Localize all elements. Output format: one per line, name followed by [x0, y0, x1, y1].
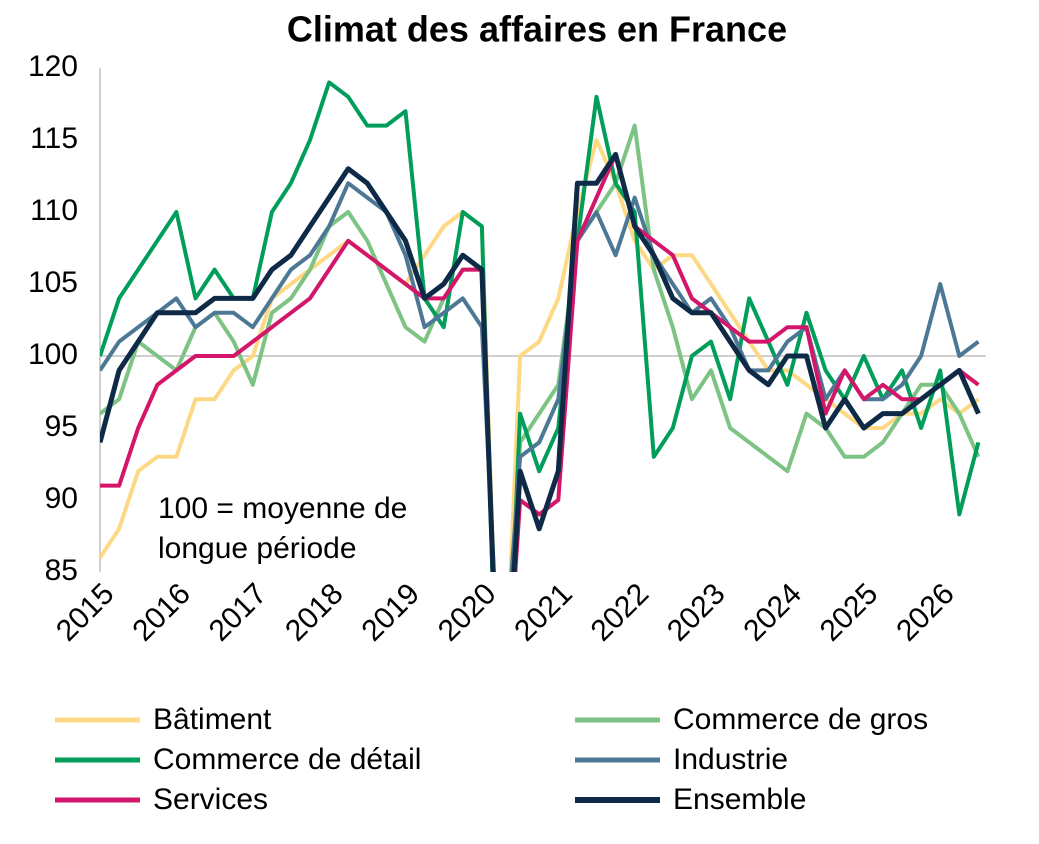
x-tick-label: 2022 — [585, 577, 656, 648]
annotation: 100 = moyenne de — [158, 492, 407, 525]
series-line — [100, 123, 981, 572]
x-tick-label: 2026 — [890, 577, 961, 648]
legend-label: Commerce de gros — [673, 703, 928, 736]
x-tick-label: 2018 — [279, 577, 350, 648]
plot-area — [100, 80, 981, 572]
legend-label: Bâtiment — [153, 703, 272, 736]
y-tick-label: 95 — [45, 410, 78, 443]
y-tick-label: 120 — [28, 50, 78, 83]
series-line — [100, 151, 981, 572]
legend-label: Industrie — [673, 743, 788, 776]
y-tick-label: 85 — [45, 554, 78, 587]
x-tick-label: 2016 — [126, 577, 197, 648]
series-line — [100, 138, 980, 572]
x-tick-label: 2023 — [661, 577, 732, 648]
x-tick-label: 2021 — [508, 577, 579, 648]
x-tick-label: 2020 — [432, 577, 503, 648]
legend-label: Services — [153, 783, 268, 816]
x-tick-label: 2019 — [356, 577, 427, 648]
x-tick-label: 2025 — [814, 577, 885, 648]
x-tick-label: 2017 — [203, 577, 274, 648]
x-tick-label: 2024 — [737, 577, 808, 648]
y-tick-label: 100 — [28, 338, 78, 371]
y-tick-label: 90 — [45, 482, 78, 515]
y-tick-label: 110 — [30, 194, 78, 227]
annotation: longue période — [158, 532, 357, 565]
legend-label: Commerce de détail — [153, 743, 421, 776]
y-tick-label: 105 — [28, 266, 78, 299]
series-line — [100, 152, 980, 572]
y-tick-label: 115 — [30, 122, 78, 155]
legend-label: Ensemble — [673, 783, 806, 816]
x-tick-label: 2015 — [50, 577, 121, 648]
series-line — [100, 181, 980, 572]
chart-title: Climat des affaires en France — [287, 9, 787, 50]
